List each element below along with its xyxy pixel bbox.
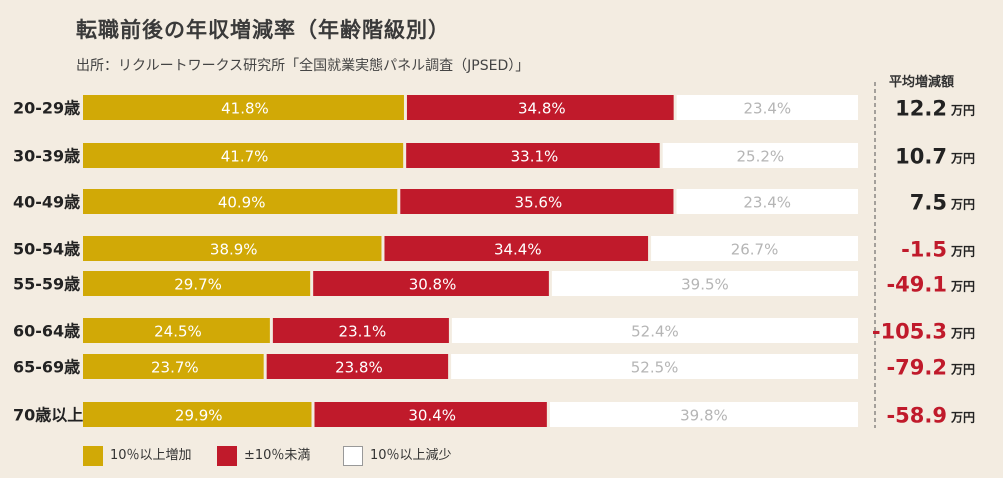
bar-decrease bbox=[549, 402, 858, 427]
avg-change-value: -49.1 bbox=[886, 273, 947, 297]
data-label-decrease: 39.8% bbox=[680, 407, 728, 425]
bar-increase bbox=[83, 402, 312, 427]
bar-decrease bbox=[651, 236, 858, 261]
bar-flat bbox=[400, 189, 674, 214]
avg-change-unit: 万円 bbox=[950, 280, 975, 294]
data-label-decrease: 52.5% bbox=[631, 359, 679, 377]
avg-change-unit: 万円 bbox=[950, 198, 975, 212]
avg-change-unit: 万円 bbox=[950, 104, 975, 118]
data-label-increase: 41.8% bbox=[221, 100, 269, 118]
legend-swatch-flat bbox=[217, 446, 237, 466]
data-label-flat: 34.4% bbox=[494, 241, 542, 259]
avg-change-unit: 万円 bbox=[950, 152, 975, 166]
data-label-increase: 40.9% bbox=[218, 194, 266, 212]
bar-decrease bbox=[451, 354, 858, 379]
data-label-increase: 38.9% bbox=[210, 241, 258, 259]
category-label: 40-49歳 bbox=[13, 193, 80, 212]
bar-increase bbox=[83, 236, 382, 261]
category-label: 50-54歳 bbox=[13, 240, 80, 259]
bar-increase bbox=[83, 95, 404, 120]
bar-flat bbox=[272, 318, 449, 343]
avg-change-value: -1.5 bbox=[901, 238, 947, 262]
data-label-decrease: 25.2% bbox=[737, 148, 785, 166]
data-label-flat: 30.4% bbox=[408, 407, 456, 425]
legend-swatch-decrease bbox=[343, 446, 363, 466]
data-label-flat: 23.8% bbox=[335, 359, 383, 377]
bar-increase bbox=[83, 143, 404, 168]
avg-change-unit: 万円 bbox=[950, 411, 975, 425]
bar-decrease bbox=[676, 189, 858, 214]
data-label-increase: 41.7% bbox=[221, 148, 269, 166]
bar-flat bbox=[266, 354, 449, 379]
category-label: 20-29歳 bbox=[13, 99, 80, 118]
data-label-increase: 24.5% bbox=[154, 323, 202, 341]
legend-item-increase: 10％以上増加 bbox=[83, 446, 192, 466]
source-note: 出所：リクルートワークス研究所「全国就業実態パネル調査（JPSED）」 bbox=[76, 58, 530, 74]
category-label: 65-69歳 bbox=[13, 358, 80, 377]
avg-change-value: -105.3 bbox=[872, 320, 947, 344]
chart-title: 転職前後の年収増減率（年齢階級別） bbox=[76, 18, 450, 42]
data-label-flat: 35.6% bbox=[515, 194, 563, 212]
data-label-increase: 29.7% bbox=[174, 276, 222, 294]
avg-change-unit: 万円 bbox=[950, 363, 975, 377]
bar-flat bbox=[406, 143, 660, 168]
bar-decrease bbox=[451, 318, 858, 343]
data-label-increase: 23.7% bbox=[151, 359, 199, 377]
bar-decrease bbox=[551, 271, 858, 296]
legend-label-flat: ±10％未満 bbox=[244, 448, 311, 463]
data-label-decrease: 23.4% bbox=[743, 194, 791, 212]
bar-decrease bbox=[662, 143, 858, 168]
avg-change-unit: 万円 bbox=[950, 245, 975, 259]
avg-change-value: 12.2 bbox=[895, 97, 947, 121]
bar-flat bbox=[406, 95, 674, 120]
bar-increase bbox=[83, 271, 311, 296]
bar-flat bbox=[314, 402, 547, 427]
avg-change-value: -79.2 bbox=[886, 356, 947, 380]
avg-change-unit: 万円 bbox=[950, 327, 975, 341]
category-label: 30-39歳 bbox=[13, 147, 80, 166]
legend-swatch-increase bbox=[83, 446, 103, 466]
legend-label-decrease: 10％以上減少 bbox=[370, 448, 452, 463]
legend-label-increase: 10％以上増加 bbox=[110, 448, 192, 463]
category-label: 60-64歳 bbox=[13, 322, 80, 341]
avg-change-header: 平均増減額 bbox=[889, 75, 955, 90]
legend-item-flat: ±10％未満 bbox=[217, 446, 310, 466]
avg-change-value: -58.9 bbox=[886, 404, 947, 428]
data-label-flat: 34.8% bbox=[518, 100, 566, 118]
avg-change-value: 10.7 bbox=[895, 145, 947, 169]
bar-increase bbox=[83, 318, 270, 343]
data-label-flat: 30.8% bbox=[409, 276, 457, 294]
data-label-decrease: 23.4% bbox=[743, 100, 791, 118]
bar-increase bbox=[83, 189, 398, 214]
data-label-decrease: 52.4% bbox=[631, 323, 679, 341]
data-label-flat: 33.1% bbox=[511, 148, 559, 166]
bar-increase bbox=[83, 354, 264, 379]
data-label-decrease: 39.5% bbox=[681, 276, 729, 294]
bar-flat bbox=[313, 271, 549, 296]
avg-change-value: 7.5 bbox=[910, 191, 947, 215]
bar-decrease bbox=[676, 95, 858, 120]
data-label-flat: 23.1% bbox=[339, 323, 387, 341]
data-label-increase: 29.9% bbox=[175, 407, 223, 425]
legend-item-decrease: 10％以上減少 bbox=[343, 446, 452, 466]
category-label: 55-59歳 bbox=[13, 275, 80, 294]
category-label: 70歳以上 bbox=[13, 406, 83, 425]
bar-flat bbox=[384, 236, 649, 261]
data-label-decrease: 26.7% bbox=[731, 241, 779, 259]
